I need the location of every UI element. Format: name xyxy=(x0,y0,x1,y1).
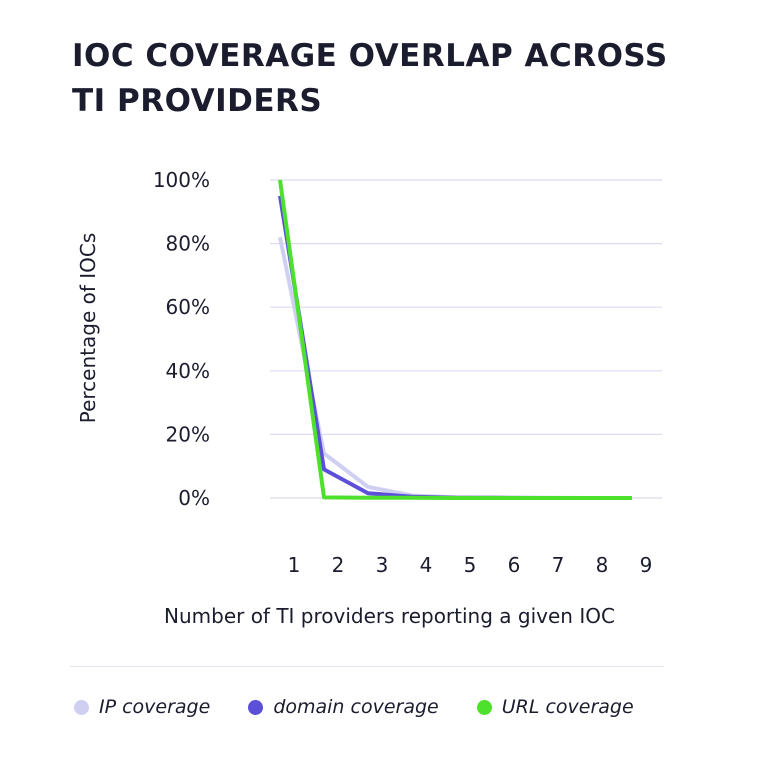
y-tick-label: 100% xyxy=(153,168,210,192)
chart-title-line-2: TI PROVIDERS xyxy=(72,83,323,119)
legend-label-url: URL coverage xyxy=(501,696,634,718)
chart-title: IOC COVERAGE OVERLAP ACROSS TI PROVIDERS xyxy=(72,34,712,124)
legend-swatch-url xyxy=(476,699,492,715)
series-lines xyxy=(278,179,632,500)
legend-swatch-domain xyxy=(248,699,264,715)
x-tick-label: 6 xyxy=(508,553,521,577)
x-axis-label: Number of TI providers reporting a given… xyxy=(164,604,615,628)
legend-item-ip: IP coverage xyxy=(74,696,210,718)
line-chart: 0% 20% 40% 60% 80% 100% 1 2 3 4 5 6 7 8 9 xyxy=(153,168,662,577)
series-line-ip xyxy=(278,236,632,500)
x-tick-label: 7 xyxy=(552,553,565,577)
legend-divider xyxy=(70,666,664,667)
y-tick-label: 60% xyxy=(166,295,210,319)
x-tick-label: 9 xyxy=(640,553,653,577)
y-tick-labels: 0% 20% 40% 60% 80% 100% xyxy=(153,168,210,510)
y-tick-label: 0% xyxy=(178,486,210,510)
x-tick-label: 5 xyxy=(464,553,477,577)
x-tick-label: 4 xyxy=(420,553,433,577)
legend-label-domain: domain coverage xyxy=(273,696,439,718)
series-line-domain xyxy=(278,195,632,500)
y-tick-label: 40% xyxy=(166,359,210,383)
gridlines xyxy=(270,179,662,499)
series-line-url xyxy=(278,179,632,500)
legend-label-ip: IP coverage xyxy=(99,696,211,718)
legend-item-url: URL coverage xyxy=(476,696,634,718)
legend: IP coverage domain coverage URL coverage xyxy=(74,696,634,718)
x-tick-label: 8 xyxy=(596,553,609,577)
x-tick-label: 1 xyxy=(288,553,301,577)
x-tick-label: 2 xyxy=(332,553,345,577)
x-tick-label: 3 xyxy=(376,553,389,577)
chart-title-line-1: IOC COVERAGE OVERLAP ACROSS xyxy=(72,38,668,74)
legend-swatch-ip xyxy=(74,699,89,715)
legend-item-domain: domain coverage xyxy=(248,696,439,718)
y-tick-label: 80% xyxy=(166,232,210,256)
x-tick-labels: 1 2 3 4 5 6 7 8 9 xyxy=(288,553,653,577)
y-tick-label: 20% xyxy=(166,422,210,446)
